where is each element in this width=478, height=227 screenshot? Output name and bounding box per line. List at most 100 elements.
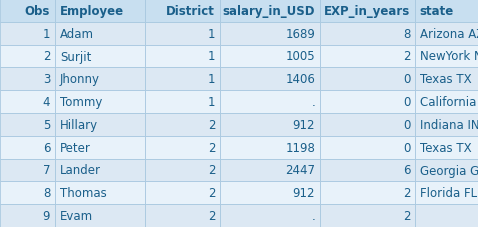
- Text: Obs: Obs: [25, 5, 50, 18]
- Bar: [415, 182, 478, 204]
- Bar: [145, 182, 220, 204]
- Text: 0: 0: [403, 141, 410, 154]
- Bar: [0, 0, 55, 23]
- Bar: [320, 0, 415, 23]
- Text: 1005: 1005: [285, 50, 315, 63]
- Text: District: District: [166, 5, 215, 18]
- Bar: [320, 136, 415, 159]
- Bar: [220, 114, 320, 136]
- Bar: [220, 0, 320, 23]
- Bar: [320, 91, 415, 114]
- Text: 1689: 1689: [285, 27, 315, 41]
- Text: .: .: [312, 96, 315, 109]
- Text: 912: 912: [293, 118, 315, 131]
- Bar: [55, 204, 145, 227]
- Text: Florida FL: Florida FL: [420, 186, 477, 200]
- Bar: [145, 45, 220, 68]
- Text: 6: 6: [403, 164, 410, 177]
- Bar: [320, 204, 415, 227]
- Bar: [55, 182, 145, 204]
- Text: EXP_in_years: EXP_in_years: [324, 5, 410, 18]
- Text: 1: 1: [208, 50, 215, 63]
- Bar: [55, 0, 145, 23]
- Text: 2: 2: [403, 186, 410, 200]
- Text: 8: 8: [403, 27, 410, 41]
- Text: 2: 2: [208, 118, 215, 131]
- Bar: [0, 91, 55, 114]
- Bar: [415, 0, 478, 23]
- Text: salary_in_USD: salary_in_USD: [223, 5, 315, 18]
- Text: California CL: California CL: [420, 96, 478, 109]
- Text: Surjit: Surjit: [60, 50, 91, 63]
- Bar: [0, 68, 55, 91]
- Text: 2447: 2447: [285, 164, 315, 177]
- Text: 3: 3: [43, 73, 50, 86]
- Bar: [0, 182, 55, 204]
- Text: Arizona AZ: Arizona AZ: [420, 27, 478, 41]
- Text: Lander: Lander: [60, 164, 101, 177]
- Text: Georgia GL: Georgia GL: [420, 164, 478, 177]
- Text: Hillary: Hillary: [60, 118, 98, 131]
- Text: 2: 2: [403, 209, 410, 222]
- Bar: [415, 159, 478, 182]
- Text: 2: 2: [43, 50, 50, 63]
- Bar: [55, 136, 145, 159]
- Bar: [0, 159, 55, 182]
- Bar: [320, 23, 415, 45]
- Bar: [220, 91, 320, 114]
- Text: Tommy: Tommy: [60, 96, 102, 109]
- Bar: [0, 204, 55, 227]
- Bar: [220, 23, 320, 45]
- Bar: [320, 68, 415, 91]
- Bar: [55, 23, 145, 45]
- Text: 912: 912: [293, 186, 315, 200]
- Bar: [415, 45, 478, 68]
- Text: 8: 8: [43, 186, 50, 200]
- Bar: [220, 45, 320, 68]
- Bar: [145, 68, 220, 91]
- Text: 7: 7: [43, 164, 50, 177]
- Bar: [220, 136, 320, 159]
- Text: 1198: 1198: [285, 141, 315, 154]
- Text: Indiana IN: Indiana IN: [420, 118, 478, 131]
- Text: 0: 0: [403, 73, 410, 86]
- Text: Texas TX: Texas TX: [420, 141, 471, 154]
- Text: Adam: Adam: [60, 27, 94, 41]
- Text: NewYork NY: NewYork NY: [420, 50, 478, 63]
- Text: Peter: Peter: [60, 141, 91, 154]
- Text: 1: 1: [208, 27, 215, 41]
- Text: Employee: Employee: [60, 5, 124, 18]
- Bar: [145, 159, 220, 182]
- Text: .: .: [312, 209, 315, 222]
- Bar: [0, 23, 55, 45]
- Bar: [145, 23, 220, 45]
- Bar: [320, 159, 415, 182]
- Text: 2: 2: [208, 141, 215, 154]
- Text: 5: 5: [43, 118, 50, 131]
- Bar: [145, 114, 220, 136]
- Text: 6: 6: [43, 141, 50, 154]
- Bar: [415, 91, 478, 114]
- Bar: [415, 136, 478, 159]
- Bar: [415, 68, 478, 91]
- Bar: [55, 159, 145, 182]
- Text: 4: 4: [43, 96, 50, 109]
- Bar: [0, 45, 55, 68]
- Bar: [0, 136, 55, 159]
- Text: Evam: Evam: [60, 209, 93, 222]
- Bar: [220, 68, 320, 91]
- Bar: [220, 182, 320, 204]
- Text: 1406: 1406: [285, 73, 315, 86]
- Bar: [55, 91, 145, 114]
- Bar: [415, 204, 478, 227]
- Text: 2: 2: [208, 164, 215, 177]
- Bar: [145, 0, 220, 23]
- Text: 0: 0: [403, 96, 410, 109]
- Bar: [145, 204, 220, 227]
- Bar: [145, 136, 220, 159]
- Bar: [55, 68, 145, 91]
- Text: Jhonny: Jhonny: [60, 73, 100, 86]
- Text: 2: 2: [208, 209, 215, 222]
- Text: 1: 1: [208, 73, 215, 86]
- Bar: [55, 114, 145, 136]
